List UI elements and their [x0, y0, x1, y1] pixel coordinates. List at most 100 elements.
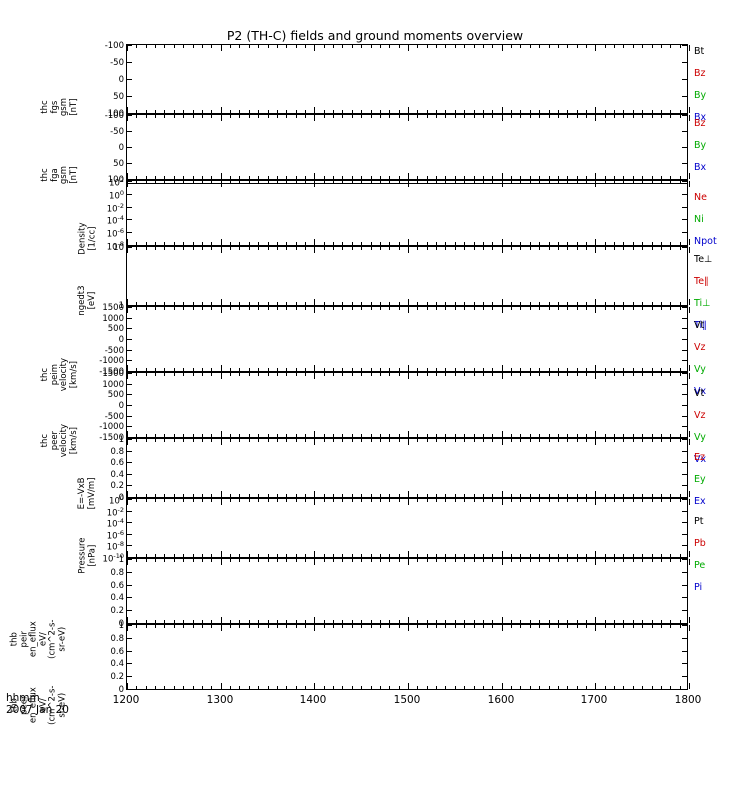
y-tick-label: -500: [104, 411, 124, 422]
legend-item-vz[interactable]: Vz: [694, 410, 706, 421]
y-tick-label: 0: [118, 334, 124, 345]
y-tick-label: 0.2: [110, 480, 124, 491]
plot-panel-7[interactable]: 1 0.8 0.6 0.4 0.2 0 E=-VxB [mV/m]: [77, 436, 690, 509]
legend-item-bx[interactable]: Bx: [694, 112, 707, 123]
y-tick-label: 1000: [102, 379, 124, 390]
y-tick-label: 0.6: [110, 646, 124, 657]
plot-panel-4[interactable]: 10 1 ngedt3 [eV]: [77, 244, 690, 316]
panel-y-labels: -100 -50 0 50 100: [7, 42, 127, 118]
plot-panel-6[interactable]: 1500 1000 500 0 -500 -1000 -1500 thc peer velocit…: [40, 370, 690, 457]
y-tick-label: 10-8: [106, 239, 124, 253]
legend-item-pb[interactable]: Pb: [694, 538, 706, 549]
legend-group-1: Bt Bz By Bx: [694, 46, 706, 134]
legend-item-bz[interactable]: Bz: [694, 68, 706, 79]
legend-item-vy[interactable]: Vy: [694, 432, 706, 443]
x-tick-label: 1400: [299, 694, 327, 706]
y-tick-label: 0.8: [110, 567, 124, 578]
y-tick-label: 100: [107, 108, 124, 119]
legend-item-vt[interactable]: Vt: [694, 388, 705, 399]
chart-title: P2 (TH-C) fields and ground moments over…: [226, 28, 524, 43]
y-tick-label: 0.2: [110, 671, 124, 682]
x-tick-label: 1300: [206, 694, 234, 706]
y-tick-label: -1500: [99, 432, 124, 443]
y-tick-label: -100: [104, 110, 124, 121]
y-tick-label: 500: [107, 389, 124, 400]
panel-x-ticks: [127, 181, 690, 245]
legend-item-pe[interactable]: Pe: [694, 560, 706, 571]
plot-panel-5[interactable]: 1500 1000 500 0 -500 -1000 -1500 thc peim velocit…: [40, 304, 690, 391]
y-tick-label: 10-10: [102, 551, 124, 565]
panel-x-ticks: [127, 307, 690, 371]
legend-item-ne[interactable]: Ne: [694, 192, 707, 203]
y-tick-label: 500: [107, 323, 124, 334]
legend-item-bx[interactable]: Bx: [694, 162, 707, 173]
legend-item-by[interactable]: By: [694, 140, 707, 151]
legend-group-3: Ne Ni Npot: [694, 192, 717, 258]
x-tick-label: 1700: [580, 694, 608, 706]
plot-panel-1[interactable]: -100 -50 0 50 100 thc fgs gsm [nT]: [40, 42, 690, 118]
legend-group-4: Te⊥ Te∥ Ti⊥ Ti∥: [694, 254, 712, 342]
y-tick-label: 100: [107, 174, 124, 185]
x-axis-date-label: 2007 Jan 20: [6, 704, 69, 716]
data-trace: [127, 183, 687, 184]
y-tick-label: 10-6: [106, 528, 124, 542]
y-tick-label: 0: [118, 492, 124, 503]
y-tick-label: 10-6: [106, 226, 124, 240]
legend-item-pi[interactable]: Pi: [694, 582, 703, 593]
panel-y-labels: 100 10-2 10-4 10-6 10-8 10-10: [7, 494, 127, 564]
y-tick-label: 1500: [102, 302, 124, 313]
y-tick-label: -1000: [99, 421, 124, 432]
legend-group-2: Bz By Bx: [694, 118, 706, 184]
legend-item-ni[interactable]: Ni: [694, 214, 704, 225]
panel-x-ticks: [127, 625, 690, 689]
legend-item-vt[interactable]: Vt: [694, 320, 705, 331]
plot-panel-2[interactable]: -100 -50 0 50 100 thc fga gsm [nT]: [40, 112, 690, 184]
x-axis: 1200 1300 1400 1500 1600 1700 1800: [113, 690, 702, 710]
legend-item-npot[interactable]: Npot: [694, 236, 717, 247]
y-tick-label: 0.4: [110, 592, 124, 603]
legend-item-bt[interactable]: Bt: [694, 46, 705, 57]
panel-y-labels: 1 0.8 0.6 0.4 0.2 0: [7, 620, 127, 694]
y-tick-label: 1: [118, 620, 124, 631]
x-tick-label: 1200: [112, 694, 140, 706]
plot-panel-8[interactable]: 100 10-2 10-4 10-6 10-8 10-10 Pressure [nPa]: [77, 494, 690, 574]
legend-item-by[interactable]: By: [694, 90, 707, 101]
legend-item-ey[interactable]: Ey: [694, 474, 706, 485]
y-tick-label: 0: [118, 74, 124, 85]
x-axis-corner-labels: hhmm 2007 Jan 20: [6, 692, 69, 716]
legend-item-te⊥[interactable]: Te⊥: [694, 254, 713, 265]
y-tick-label: -1000: [99, 355, 124, 366]
y-tick-label: 0: [118, 400, 124, 411]
legend-item-vx[interactable]: Vx: [694, 454, 707, 465]
x-tick-label: 1600: [487, 694, 515, 706]
legend-item-pt[interactable]: Pt: [694, 516, 704, 527]
plot-panel-3[interactable]: 102 100 10-2 10-4 10-6 10-8 Density [1/cc]: [77, 176, 690, 255]
legend-item-ex[interactable]: Ex: [694, 496, 706, 507]
legend-item-vz[interactable]: Vz: [694, 342, 706, 353]
panel-y-labels: 1500 1000 500 0 -500 -1000 -1500: [7, 368, 127, 442]
legend-item-ti∥[interactable]: Ti∥: [694, 320, 707, 331]
legend-item-te∥[interactable]: Te∥: [694, 276, 709, 287]
legend-item-vx[interactable]: Vx: [694, 386, 707, 397]
legend-item-ti⊥[interactable]: Ti⊥: [694, 298, 711, 309]
y-tick-label: 0: [118, 142, 124, 153]
panel-x-ticks: [127, 559, 690, 623]
legend-group-6: Vt Vz Vy Vx: [694, 388, 706, 476]
y-tick-label: 0: [118, 684, 124, 695]
y-tick-label: -50: [110, 126, 124, 137]
plot-panel-9[interactable]: 1 0.8 0.6 0.4 0.2 0 thb peir en_eflux eV/(cm^2-s-…: [9, 556, 690, 659]
panel-x-ticks: [127, 499, 690, 557]
y-tick-label: 0.4: [110, 658, 124, 669]
legend-item-bz[interactable]: Bz: [694, 118, 706, 129]
y-tick-label: 10-2: [106, 505, 124, 519]
y-tick-label: 1: [118, 554, 124, 565]
y-axis-title-line: thc: [40, 100, 50, 114]
panel-y-axis-title: thc fgs gsm [nT]: [40, 98, 79, 116]
legend-group-7: Ez Ey Ex: [694, 452, 706, 518]
x-axis-unit-label: hhmm: [6, 692, 40, 704]
y-tick-label: 1500: [102, 368, 124, 379]
plot-panel-10[interactable]: 1 0.8 0.6 0.4 0.2 0 thb peer en_eflux eV/(cm^2-s-…: [9, 622, 690, 725]
legend-item-vy[interactable]: Vy: [694, 364, 706, 375]
legend-group-8: Pt Pb Pe Pi: [694, 516, 706, 604]
legend-item-ez[interactable]: Ez: [694, 452, 705, 463]
